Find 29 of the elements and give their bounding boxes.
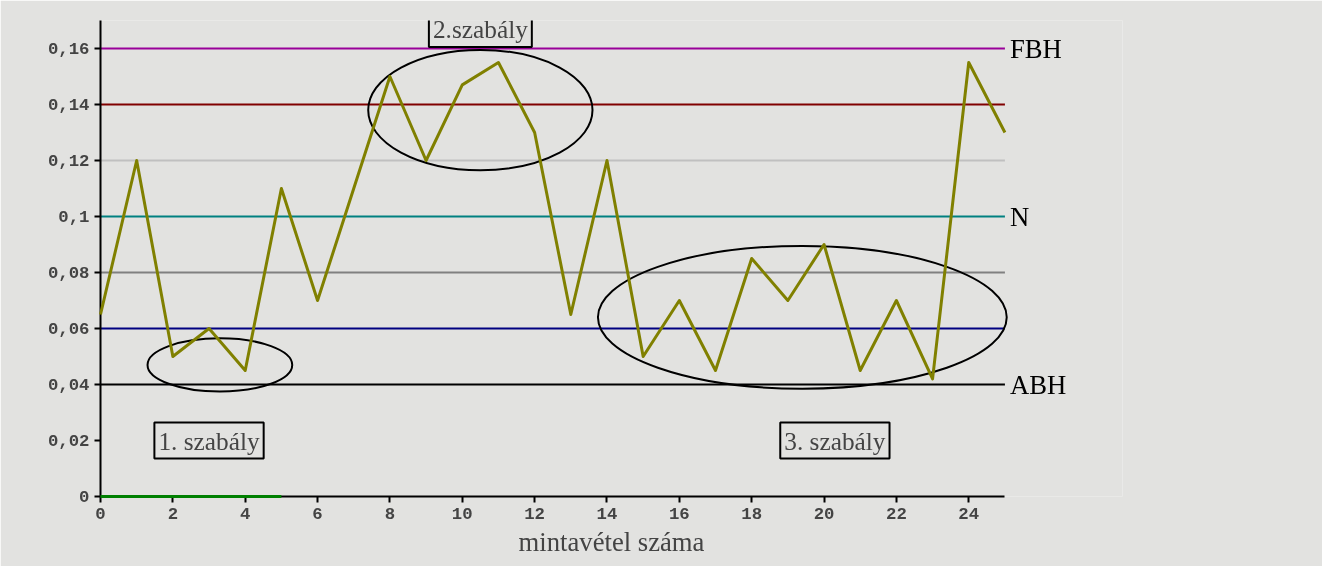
y-tick-label: 0,08 <box>47 264 90 283</box>
y-tick-label: 0,12 <box>47 152 90 171</box>
x-tick-label: 22 <box>886 504 907 524</box>
x-tick-label: 14 <box>596 504 618 524</box>
x-tick-label: 2 <box>167 504 179 524</box>
y-tick-label: 0 <box>79 488 90 507</box>
x-tick-label: 24 <box>958 504 980 524</box>
x-tick-label: 4 <box>240 504 251 524</box>
x-tick-label: 12 <box>524 504 546 524</box>
x-tick-label: 16 <box>668 504 690 524</box>
annotation: 1. szabály <box>158 426 260 455</box>
x-tick-label: 6 <box>312 504 323 524</box>
x-tick-label: 20 <box>813 504 835 524</box>
y-tick-label: 0,06 <box>47 320 90 339</box>
x-axis-title: mintavétel száma <box>518 526 705 557</box>
y-tick-label: 0,04 <box>47 376 90 395</box>
x-tick-label: 8 <box>384 504 396 524</box>
annotation: 3. szabály <box>784 426 886 455</box>
x-tick-label: 10 <box>451 504 473 524</box>
annotation: 2.szabály <box>432 14 529 43</box>
y-tick-label: 0,1 <box>58 208 90 227</box>
ref-line-label: N <box>1009 201 1030 232</box>
ref-line-label: ABH <box>1009 369 1067 400</box>
y-tick-label: 0,14 <box>47 96 90 115</box>
y-tick-label: 0,16 <box>47 40 90 59</box>
y-tick-label: 0,02 <box>47 432 90 451</box>
x-tick-label: 18 <box>741 504 763 524</box>
x-tick-label: 0 <box>95 504 106 524</box>
ref-line-label: FBH <box>1009 33 1062 64</box>
